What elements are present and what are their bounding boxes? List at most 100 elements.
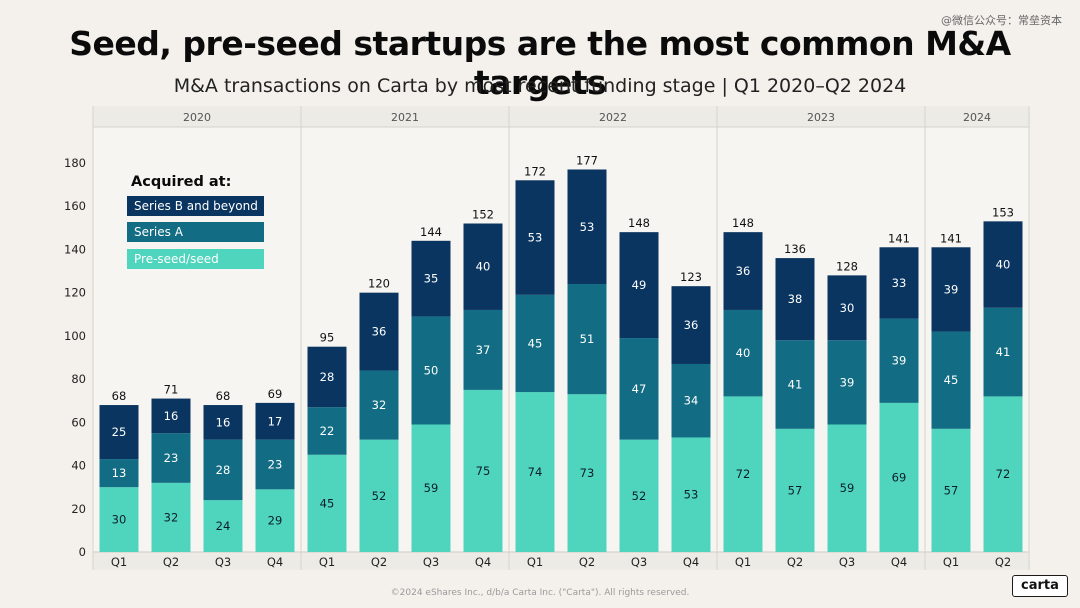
- x-tick-label: Q1: [943, 555, 959, 569]
- chart-subtitle: M&A transactions on Carta by most recent…: [173, 75, 907, 97]
- segment-value-label: 45: [528, 336, 543, 350]
- segment-value-label: 51: [580, 332, 595, 346]
- bar-segment-pre-seed-seed: [515, 392, 555, 552]
- bar-segment-series-a: [255, 439, 295, 490]
- x-tick-label: Q3: [215, 555, 231, 569]
- segment-value-label: 50: [424, 363, 439, 377]
- bar-total-label: 172: [524, 164, 546, 178]
- segment-value-label: 59: [424, 481, 439, 495]
- segment-value-label: 39: [944, 282, 959, 296]
- bar-segment-pre-seed-seed: [411, 424, 451, 552]
- segment-value-label: 52: [372, 489, 387, 503]
- y-tick-label: 40: [71, 459, 86, 473]
- bar-segment-pre-seed-seed: [671, 437, 711, 552]
- segment-value-label: 24: [216, 519, 231, 533]
- segment-value-label: 41: [996, 345, 1011, 359]
- segment-value-label: 30: [112, 513, 127, 527]
- bar-total-label: 128: [836, 259, 858, 273]
- segment-value-label: 52: [632, 489, 647, 503]
- legend-swatch: [127, 196, 264, 216]
- bar-total-label: 148: [628, 216, 650, 230]
- x-axis-band: [93, 552, 1029, 570]
- x-tick-label: Q1: [735, 555, 751, 569]
- bar-total-label: 68: [216, 389, 231, 403]
- segment-value-label: 40: [736, 346, 751, 360]
- x-tick-label: Q4: [475, 555, 491, 569]
- legend-swatch: [127, 222, 264, 242]
- copyright-footer: ©2024 eShares Inc., d/b/a Carta Inc. ("C…: [390, 588, 690, 598]
- bar-segment-series-b-and-beyond: [931, 247, 971, 332]
- bar-segment-series-a: [723, 309, 763, 397]
- y-tick-label: 140: [64, 242, 86, 256]
- segment-value-label: 37: [476, 343, 491, 357]
- bar-segment-series-b-and-beyond: [671, 286, 711, 364]
- segment-value-label: 69: [892, 470, 907, 484]
- segment-value-label: 49: [632, 278, 647, 292]
- bar-segment-pre-seed-seed: [775, 428, 815, 552]
- segment-value-label: 40: [476, 260, 491, 274]
- bar-segment-series-a: [99, 459, 139, 488]
- x-tick-label: Q4: [683, 555, 699, 569]
- chart-title: Seed, pre-seed startups are the most com…: [69, 24, 1011, 102]
- bar-segment-series-a: [151, 433, 191, 483]
- bar-segment-series-b-and-beyond: [879, 247, 919, 319]
- segment-value-label: 53: [580, 220, 595, 234]
- segment-value-label: 13: [112, 466, 127, 480]
- segment-value-label: 36: [684, 318, 699, 332]
- bar-segment-series-a: [827, 340, 867, 425]
- bar-total-label: 141: [888, 231, 910, 245]
- segment-value-label: 53: [528, 231, 543, 245]
- x-tick-label: Q3: [839, 555, 855, 569]
- x-tick-label: Q2: [787, 555, 803, 569]
- x-tick-label: Q3: [631, 555, 647, 569]
- segment-value-label: 40: [996, 258, 1011, 272]
- bar-total-label: 141: [940, 231, 962, 245]
- segment-value-label: 34: [684, 394, 699, 408]
- bar-total-label: 136: [784, 242, 806, 256]
- bar-segment-series-a: [931, 331, 971, 429]
- segment-value-label: 75: [476, 464, 491, 478]
- bar-total-label: 148: [732, 216, 754, 230]
- segment-value-label: 41: [788, 378, 803, 392]
- bar-total-label: 177: [576, 153, 598, 167]
- bar-segment-pre-seed-seed: [619, 439, 659, 552]
- bar-segment-pre-seed-seed: [463, 389, 503, 552]
- segment-value-label: 23: [164, 451, 179, 465]
- segment-value-label: 28: [216, 463, 231, 477]
- y-tick-label: 80: [71, 372, 86, 386]
- bar-segment-series-a: [775, 340, 815, 429]
- segment-value-label: 72: [736, 467, 751, 481]
- bar-segment-series-b-and-beyond: [307, 346, 347, 408]
- legend-swatch: [127, 249, 264, 269]
- y-tick-label: 60: [71, 415, 86, 429]
- y-tick-label: 100: [64, 329, 86, 343]
- bar-segment-series-a: [203, 439, 243, 501]
- segment-value-label: 36: [736, 264, 751, 278]
- bar-total-label: 68: [112, 389, 127, 403]
- bar-segment-series-b-and-beyond: [151, 398, 191, 434]
- segment-value-label: 22: [320, 424, 335, 438]
- segment-value-label: 45: [944, 373, 959, 387]
- y-tick-label: 0: [79, 545, 86, 559]
- segment-value-label: 39: [892, 354, 907, 368]
- y-tick-label: 160: [64, 199, 86, 213]
- y-tick-label: 120: [64, 286, 86, 300]
- segment-value-label: 74: [528, 465, 543, 479]
- bar-total-label: 95: [320, 331, 335, 345]
- segment-value-label: 23: [268, 457, 283, 471]
- segment-value-label: 30: [840, 301, 855, 315]
- x-tick-label: Q4: [891, 555, 907, 569]
- bar-total-label: 152: [472, 208, 494, 222]
- x-tick-label: Q2: [995, 555, 1011, 569]
- bar-segment-series-b-and-beyond: [359, 292, 399, 371]
- bar-segment-series-b-and-beyond: [99, 405, 139, 460]
- bar-segment-series-b-and-beyond: [463, 223, 503, 310]
- legend-label: Pre-seed/seed: [134, 252, 219, 266]
- bar-segment-series-b-and-beyond: [619, 232, 659, 339]
- segment-value-label: 36: [372, 325, 387, 339]
- bar-segment-pre-seed-seed: [931, 428, 971, 552]
- year-header-band: [93, 106, 1029, 127]
- bar-segment-series-b-and-beyond: [411, 240, 451, 317]
- bar-segment-series-b-and-beyond: [723, 232, 763, 310]
- bar-segment-series-a: [307, 407, 347, 455]
